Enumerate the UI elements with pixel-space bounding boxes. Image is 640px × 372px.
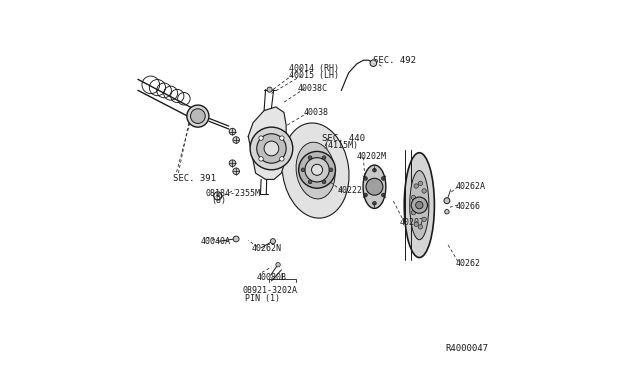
Circle shape bbox=[308, 180, 312, 184]
Circle shape bbox=[257, 134, 286, 163]
Circle shape bbox=[191, 109, 205, 124]
Circle shape bbox=[280, 136, 284, 140]
Text: SEC. 440: SEC. 440 bbox=[322, 134, 365, 143]
Circle shape bbox=[364, 177, 367, 180]
Circle shape bbox=[308, 156, 312, 160]
Circle shape bbox=[329, 168, 333, 171]
Circle shape bbox=[276, 263, 280, 267]
Text: 40262A: 40262A bbox=[456, 182, 485, 190]
Circle shape bbox=[233, 137, 239, 143]
Circle shape bbox=[422, 189, 426, 193]
Ellipse shape bbox=[296, 142, 335, 199]
Text: (4115M): (4115M) bbox=[323, 141, 358, 150]
Text: 40080B: 40080B bbox=[257, 273, 287, 282]
Circle shape bbox=[370, 60, 377, 67]
Circle shape bbox=[372, 202, 376, 205]
Circle shape bbox=[229, 160, 236, 167]
Text: 40222: 40222 bbox=[338, 186, 363, 195]
Circle shape bbox=[270, 238, 275, 244]
Circle shape bbox=[299, 151, 335, 188]
Circle shape bbox=[418, 225, 422, 229]
Ellipse shape bbox=[282, 123, 349, 218]
Text: 40262N: 40262N bbox=[252, 244, 282, 253]
Circle shape bbox=[381, 193, 385, 197]
Circle shape bbox=[422, 217, 426, 221]
Circle shape bbox=[187, 105, 209, 127]
Text: 08184-2355M: 08184-2355M bbox=[205, 189, 260, 198]
Circle shape bbox=[366, 178, 383, 195]
Circle shape bbox=[280, 157, 284, 161]
Polygon shape bbox=[248, 107, 286, 179]
Text: 40207: 40207 bbox=[399, 218, 424, 227]
Text: 40266: 40266 bbox=[456, 202, 481, 211]
Circle shape bbox=[259, 157, 263, 161]
Text: B: B bbox=[216, 193, 220, 198]
Circle shape bbox=[412, 197, 428, 213]
Text: 40015 (LH): 40015 (LH) bbox=[289, 71, 339, 80]
Text: 40262: 40262 bbox=[456, 259, 481, 268]
Circle shape bbox=[264, 141, 279, 156]
Circle shape bbox=[381, 177, 385, 180]
Text: 08921-3202A: 08921-3202A bbox=[243, 286, 298, 295]
Circle shape bbox=[229, 128, 236, 135]
Circle shape bbox=[412, 211, 415, 215]
Circle shape bbox=[322, 156, 326, 160]
Ellipse shape bbox=[410, 170, 429, 240]
Ellipse shape bbox=[363, 165, 386, 208]
Circle shape bbox=[250, 127, 292, 170]
Circle shape bbox=[322, 180, 326, 184]
Text: SEC. 492: SEC. 492 bbox=[373, 57, 417, 65]
Circle shape bbox=[364, 193, 367, 197]
Circle shape bbox=[233, 236, 239, 242]
Circle shape bbox=[414, 222, 419, 227]
Text: 40038C: 40038C bbox=[298, 84, 328, 93]
Circle shape bbox=[445, 209, 449, 214]
Circle shape bbox=[312, 164, 323, 175]
Text: 40040A: 40040A bbox=[200, 237, 230, 246]
Circle shape bbox=[444, 198, 450, 203]
Circle shape bbox=[414, 184, 419, 188]
Ellipse shape bbox=[404, 153, 435, 257]
Text: PIN (1): PIN (1) bbox=[244, 294, 280, 303]
Text: R4000047: R4000047 bbox=[445, 344, 488, 353]
Circle shape bbox=[424, 203, 428, 207]
Text: (8): (8) bbox=[211, 196, 227, 205]
Circle shape bbox=[233, 168, 239, 174]
Circle shape bbox=[412, 195, 415, 200]
Circle shape bbox=[305, 158, 329, 182]
Text: 40038: 40038 bbox=[303, 108, 328, 117]
Circle shape bbox=[267, 87, 272, 92]
Text: 40014 (RH): 40014 (RH) bbox=[289, 64, 339, 73]
Circle shape bbox=[301, 168, 305, 171]
Text: SEC. 391: SEC. 391 bbox=[173, 174, 216, 183]
Circle shape bbox=[259, 136, 263, 140]
Circle shape bbox=[418, 181, 422, 186]
Text: 40202M: 40202M bbox=[356, 152, 387, 161]
Circle shape bbox=[415, 202, 423, 209]
Circle shape bbox=[372, 169, 376, 172]
